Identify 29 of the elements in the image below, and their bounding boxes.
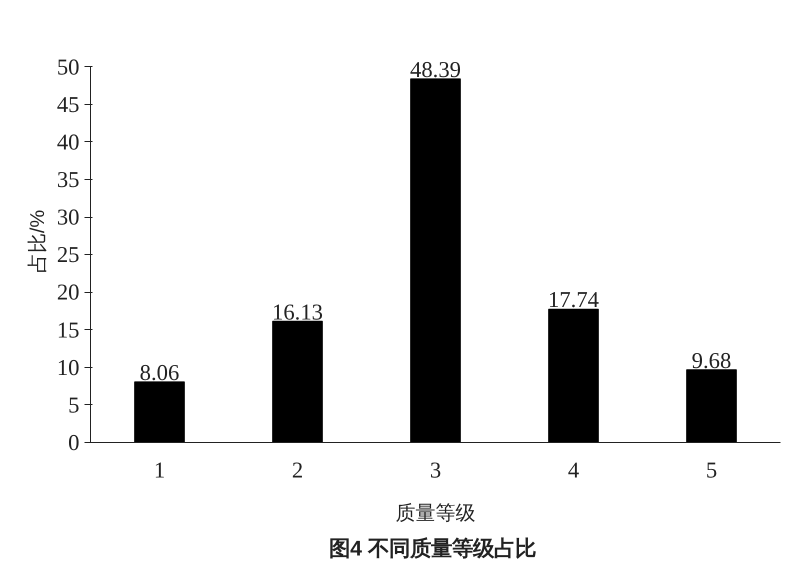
bar [410, 78, 461, 442]
data-label: 9.68 [692, 348, 732, 373]
x-tick-label: 5 [706, 458, 718, 482]
y-tick-label: 15 [56, 317, 80, 342]
y-axis-title: 占比/% [26, 210, 49, 274]
data-label: 17.74 [548, 287, 599, 312]
data-label: 8.06 [140, 360, 180, 385]
data-label: 48.39 [410, 56, 461, 82]
x-tick-label: 4 [568, 458, 580, 482]
x-axis-title: 质量等级 [396, 502, 476, 524]
bar [548, 308, 599, 442]
y-tick-label: 50 [56, 54, 80, 80]
y-tick-label: 45 [56, 92, 80, 117]
y-tick-label: 5 [68, 392, 80, 418]
y-tick-label: 0 [68, 430, 80, 455]
y-tick-label: 25 [56, 242, 80, 268]
bar [134, 381, 185, 442]
x-tick-label: 1 [154, 458, 166, 482]
x-tick-label: 3 [430, 458, 442, 482]
y-tick-label: 10 [56, 354, 80, 380]
bar [686, 369, 737, 442]
y-tick-label: 30 [56, 204, 80, 230]
y-tick-label: 40 [56, 129, 80, 154]
y-tick-label: 20 [56, 280, 80, 305]
bar [272, 320, 323, 442]
data-label: 16.13 [272, 299, 323, 324]
x-tick-label: 2 [292, 458, 304, 482]
text: 图4 不同质量等级占比 [329, 536, 536, 560]
y-tick-label: 35 [56, 167, 80, 192]
